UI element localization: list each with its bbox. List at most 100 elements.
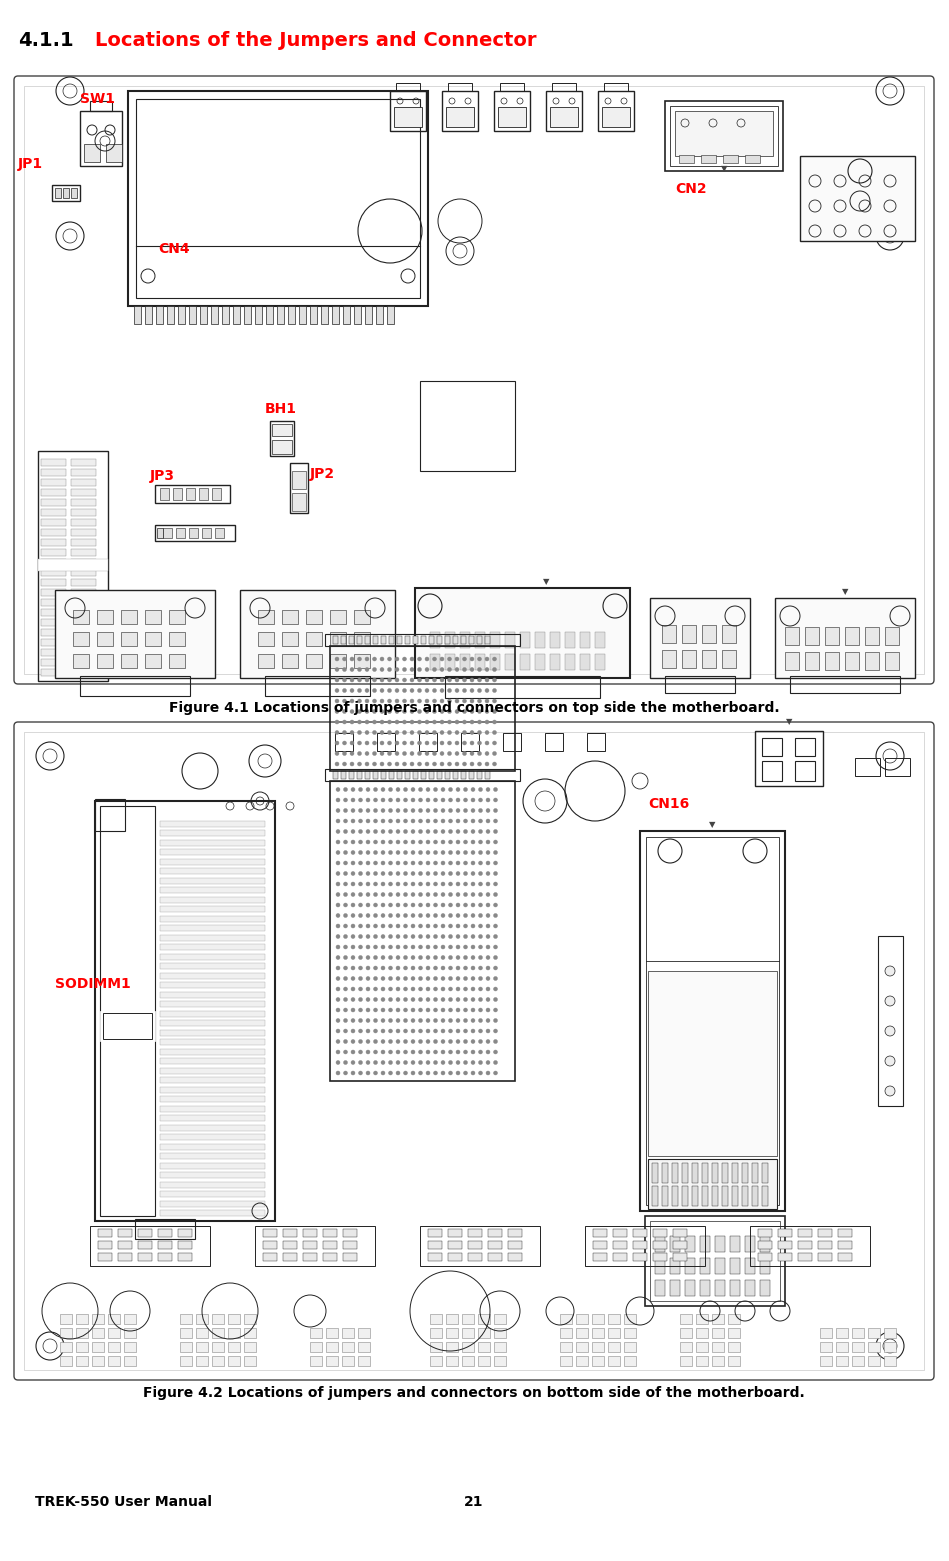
Circle shape	[426, 1040, 430, 1043]
Bar	[349, 771, 354, 779]
Bar	[655, 1280, 665, 1296]
Circle shape	[344, 1018, 347, 1022]
Circle shape	[374, 955, 378, 960]
Circle shape	[463, 829, 468, 834]
Bar	[712, 1163, 718, 1183]
Circle shape	[471, 1008, 475, 1012]
Circle shape	[455, 751, 459, 756]
Circle shape	[374, 871, 378, 876]
Circle shape	[463, 787, 468, 791]
Circle shape	[470, 731, 474, 735]
Bar	[212, 1314, 224, 1324]
Circle shape	[344, 902, 347, 907]
Bar	[429, 771, 434, 779]
Bar	[430, 1328, 442, 1338]
Bar	[576, 1314, 588, 1324]
Bar	[672, 1186, 678, 1207]
Circle shape	[463, 1018, 468, 1022]
Circle shape	[463, 966, 468, 969]
Bar	[376, 306, 383, 325]
Bar	[71, 599, 96, 606]
Bar	[885, 652, 899, 670]
Circle shape	[470, 710, 474, 713]
Bar	[446, 1342, 458, 1352]
Circle shape	[425, 668, 429, 671]
Circle shape	[486, 1008, 490, 1012]
Circle shape	[359, 1029, 363, 1033]
Text: CN2: CN2	[675, 183, 707, 197]
Circle shape	[425, 688, 429, 693]
Bar	[71, 549, 96, 556]
Circle shape	[336, 913, 340, 918]
Circle shape	[359, 871, 363, 876]
Circle shape	[351, 1008, 355, 1012]
Circle shape	[441, 977, 445, 980]
Bar	[145, 306, 152, 325]
Bar	[437, 635, 442, 645]
Bar	[430, 632, 440, 648]
Bar	[535, 632, 545, 648]
Circle shape	[411, 798, 415, 802]
Circle shape	[493, 924, 497, 927]
Circle shape	[403, 787, 407, 791]
Bar	[655, 1236, 665, 1252]
Bar	[97, 654, 113, 668]
Circle shape	[471, 1071, 475, 1076]
Circle shape	[434, 871, 437, 876]
Circle shape	[381, 851, 385, 854]
Bar	[500, 83, 524, 91]
Circle shape	[456, 820, 460, 823]
Circle shape	[358, 762, 362, 766]
Circle shape	[358, 677, 362, 682]
Circle shape	[493, 1071, 497, 1076]
Circle shape	[486, 1071, 490, 1076]
Circle shape	[388, 1040, 393, 1043]
Circle shape	[434, 820, 437, 823]
Circle shape	[336, 997, 340, 1002]
Bar	[71, 500, 96, 506]
Bar	[653, 1253, 667, 1261]
Circle shape	[418, 677, 421, 682]
Bar	[272, 440, 292, 454]
Circle shape	[380, 710, 384, 713]
Circle shape	[344, 840, 347, 845]
Circle shape	[374, 966, 378, 969]
Circle shape	[426, 1018, 430, 1022]
Circle shape	[374, 893, 378, 896]
Bar	[60, 1314, 72, 1324]
Bar	[453, 771, 458, 779]
Bar	[448, 83, 472, 91]
Bar	[180, 1314, 192, 1324]
Bar	[365, 771, 370, 779]
Circle shape	[343, 710, 346, 713]
Circle shape	[387, 657, 392, 660]
Bar	[180, 1342, 192, 1352]
Circle shape	[419, 1008, 422, 1012]
Circle shape	[403, 997, 407, 1002]
Circle shape	[419, 944, 422, 949]
Circle shape	[344, 1060, 347, 1065]
Bar	[160, 1163, 265, 1169]
Bar	[330, 632, 346, 646]
Circle shape	[486, 987, 490, 991]
Circle shape	[456, 840, 460, 845]
Circle shape	[440, 657, 444, 660]
Bar	[445, 771, 450, 779]
Circle shape	[351, 871, 355, 876]
Bar	[160, 849, 265, 855]
Circle shape	[351, 1029, 355, 1033]
Circle shape	[456, 1029, 460, 1033]
Bar	[670, 106, 778, 165]
Circle shape	[359, 862, 363, 865]
Circle shape	[441, 997, 445, 1002]
Circle shape	[395, 720, 399, 724]
Circle shape	[449, 902, 453, 907]
Circle shape	[402, 677, 406, 682]
Circle shape	[425, 677, 429, 682]
Bar	[292, 471, 306, 489]
Circle shape	[381, 1029, 385, 1033]
Circle shape	[478, 1051, 482, 1054]
Bar	[580, 654, 590, 670]
Circle shape	[336, 1040, 340, 1043]
Circle shape	[456, 1018, 460, 1022]
